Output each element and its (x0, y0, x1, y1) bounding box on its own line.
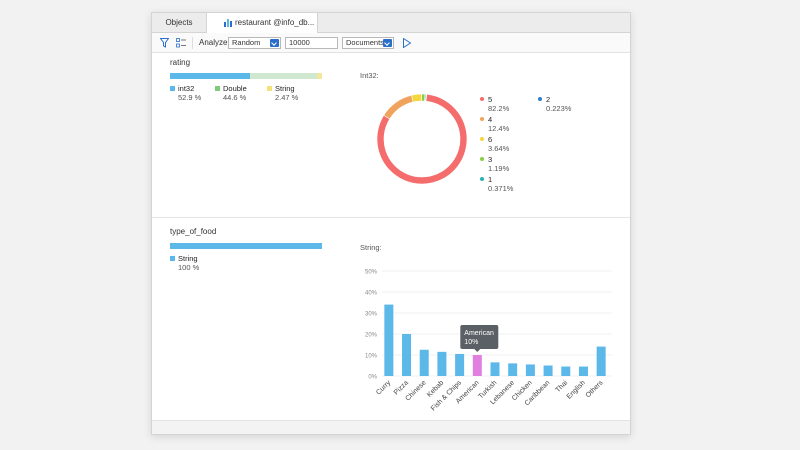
legend-percent: 0.223% (546, 104, 572, 113)
legend-percent: 82.2% (488, 104, 510, 113)
sample-target-value: Documents (346, 38, 384, 47)
collection-analysis-window: Objects restaurant @info_db... Analyze: … (151, 12, 631, 435)
tab-restaurant[interactable]: restaurant @info_db... (206, 13, 318, 34)
bar-fish-chips[interactable] (455, 353, 465, 376)
x-tick-label: Curry (375, 379, 392, 396)
bar-thai[interactable] (561, 366, 571, 376)
legend-dot (480, 137, 484, 141)
type-name: String (275, 84, 295, 93)
sample-mode-select[interactable]: Random (228, 37, 281, 49)
bar-chinese[interactable] (419, 349, 429, 376)
legend-swatch (215, 86, 220, 91)
y-tick-label: 40% (365, 291, 378, 297)
pie-slice-4[interactable] (383, 94, 414, 120)
legend-value: 1 (488, 175, 493, 184)
run-icon[interactable] (403, 38, 411, 48)
tab-objects[interactable]: Objects (165, 18, 193, 27)
y-tick-label: 20% (365, 333, 378, 339)
legend-dot (480, 97, 484, 101)
tooltip-value: 10% (464, 339, 478, 346)
bar-chart-icon (224, 19, 232, 27)
sample-target-select[interactable]: Documents (342, 37, 394, 49)
bar-chart-label: String: (360, 243, 382, 252)
type-name: int32 (178, 84, 195, 93)
section-divider (152, 217, 630, 218)
bar-curry[interactable] (384, 304, 394, 376)
legend-value: 4 (488, 115, 493, 124)
type-bar-int32 (170, 73, 250, 79)
legend-swatch (267, 86, 272, 91)
legend-percent: 1.19% (488, 164, 510, 173)
filter-icon[interactable] (160, 38, 169, 48)
bar-others[interactable] (596, 346, 606, 376)
field-name-type-of-food: type_of_food (170, 227, 217, 236)
rating-donut-chart (376, 93, 468, 185)
analyze-label: Analyze: (199, 38, 230, 47)
legend-value: 6 (488, 135, 493, 144)
legend-value: 3 (488, 155, 493, 164)
type-bar-double (250, 73, 317, 79)
bar-pizza[interactable] (402, 334, 412, 376)
y-tick-label: 30% (365, 312, 378, 318)
type-percent: 2.47 % (275, 93, 299, 102)
toolbar: Analyze: Random 10000 Documents (152, 33, 630, 53)
bar-lebanese[interactable] (508, 363, 518, 376)
status-bar (152, 420, 630, 434)
bar-turkish[interactable] (490, 362, 500, 376)
type-bar-string (170, 243, 322, 249)
x-tick-label: Thai (555, 379, 570, 394)
tooltip-pointer (474, 349, 481, 352)
pie-slice-6[interactable] (411, 93, 423, 103)
bar-chicken[interactable] (525, 364, 535, 376)
field-list-icon[interactable] (176, 38, 186, 48)
legend-percent: 3.64% (488, 144, 510, 153)
x-tick-label: Others (585, 379, 605, 399)
toolbar-separator (192, 37, 193, 49)
y-tick-label: 0% (368, 375, 377, 381)
tooltip-title: American (464, 330, 494, 337)
bar-kebab[interactable] (437, 351, 447, 376)
y-tick-label: 10% (365, 354, 378, 360)
chevron-down-icon[interactable] (383, 39, 392, 47)
sample-count-value: 10000 (289, 38, 310, 47)
type-of-food-bar-chart: 0%10%20%30%40%50%Curry PizzaChineseKebabF… (365, 270, 612, 412)
sample-count-input[interactable]: 10000 (285, 37, 338, 49)
type-name: Double (223, 84, 247, 93)
bar-american[interactable] (472, 355, 482, 376)
legend-percent: 12.4% (488, 124, 510, 133)
legend-value: 2 (546, 95, 551, 104)
tab-restaurant-label: restaurant @info_db... (235, 18, 315, 27)
field-name-rating: rating (170, 58, 191, 67)
sample-mode-value: Random (232, 38, 261, 47)
type-bar-string (317, 73, 322, 79)
legend-dot (480, 157, 484, 161)
legend-dot (538, 97, 542, 101)
type-percent: 44.6 % (223, 93, 247, 102)
bar-tooltip: American 10% (460, 325, 499, 352)
tooltip-box (460, 325, 499, 349)
legend-percent: 0.371% (488, 184, 514, 193)
tab-bar: Objects restaurant @info_db... (152, 13, 630, 34)
legend-dot (480, 177, 484, 181)
pie-chart-label: Int32: (360, 71, 379, 80)
legend-dot (480, 117, 484, 121)
legend-swatch (170, 86, 175, 91)
type-name: String (178, 254, 198, 263)
bar-english[interactable] (578, 366, 588, 376)
type-percent: 52.9 % (178, 93, 202, 102)
type-percent: 100 % (178, 263, 200, 272)
legend-swatch (170, 256, 175, 261)
bar-caribbean[interactable] (543, 365, 553, 377)
legend-value: 5 (488, 95, 493, 104)
pie-slice-2[interactable] (425, 93, 428, 102)
y-tick-label: 50% (365, 270, 378, 276)
x-tick-label: English (566, 379, 587, 400)
chevron-down-icon[interactable] (270, 39, 279, 47)
